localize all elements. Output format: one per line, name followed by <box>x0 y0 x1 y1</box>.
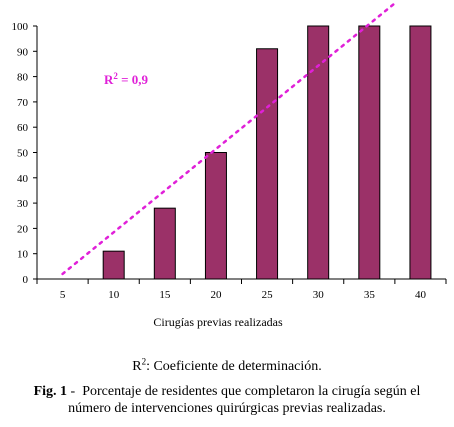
x-tick-label: 40 <box>415 289 427 301</box>
y-tick-label: 10 <box>17 249 29 261</box>
bar <box>102 250 125 280</box>
figure-text-line2: número de intervenciones quirúrgicas pre… <box>68 401 386 416</box>
bar <box>153 207 176 280</box>
figure-sep: - <box>67 384 83 399</box>
y-tick-label: 0 <box>23 274 29 286</box>
bars <box>102 25 432 280</box>
caption-note: R2: Coeficiente de determinación. <box>0 356 454 375</box>
bar <box>307 25 330 280</box>
trendline <box>61 1 397 276</box>
y-tick-label: 20 <box>17 223 29 235</box>
bar <box>256 48 279 280</box>
caption-note-text: : Coeficiente de determinación. <box>146 359 322 374</box>
y-tick-label: 70 <box>17 97 29 109</box>
bar <box>204 152 227 280</box>
x-tick-label: 30 <box>313 289 325 301</box>
bar-chart: 0 10 20 30 40 50 60 70 80 90 100 5 10 15 20 25 30 35 40 Ci… <box>12 1 447 329</box>
figure-caption: Fig. 1 - Porcentaje de residentes que co… <box>0 383 454 417</box>
figure-label: Fig. 1 <box>33 384 68 399</box>
y-tick-label: 30 <box>17 198 29 210</box>
y-tick-label: 40 <box>17 173 29 185</box>
y-tick-label: 100 <box>12 21 29 33</box>
axes: 0 10 20 30 40 50 60 70 80 90 100 5 10 15 20 25 30 35 40 <box>12 21 447 301</box>
r2-annotation: R2 = 0,9 <box>104 71 149 87</box>
caption-note-sup: 2 <box>141 356 147 367</box>
caption-note-prefix: R <box>132 359 142 374</box>
y-tick-label: 50 <box>17 148 29 160</box>
x-tick-label: 15 <box>159 289 171 301</box>
trendline-path <box>61 1 397 276</box>
x-tick-label: 5 <box>60 289 66 301</box>
x-tick-label: 10 <box>108 289 120 301</box>
x-axis-label: Cirugías previas realizadas <box>153 315 283 329</box>
y-tick-label: 60 <box>17 122 29 134</box>
bar <box>358 25 381 280</box>
x-tick-label: 35 <box>364 289 376 301</box>
y-tick-label: 80 <box>17 72 29 84</box>
figure-caption-line1: Fig. 1 - Porcentaje de residentes que co… <box>0 383 454 400</box>
bar <box>409 25 432 280</box>
figure-text-line1: Porcentaje de residentes que completaron… <box>82 384 421 399</box>
x-tick-label: 20 <box>210 289 222 301</box>
y-tick-label: 90 <box>17 46 29 58</box>
x-tick-label: 25 <box>262 289 274 301</box>
